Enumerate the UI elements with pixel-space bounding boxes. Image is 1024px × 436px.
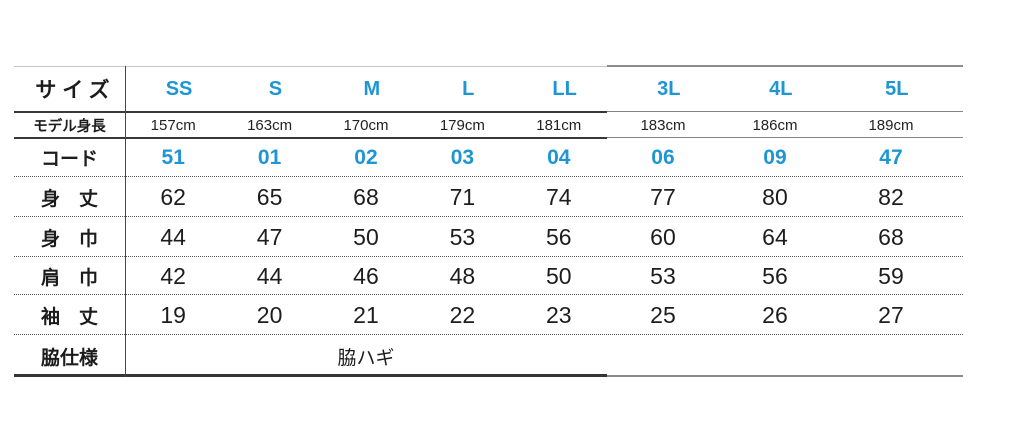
size-header-row: サイズ SS S M L LL 3L 4L 5L (14, 66, 963, 112)
body-width-value: 64 (762, 223, 788, 250)
sleeve-length-value: 25 (650, 301, 676, 328)
code-label: コード (40, 149, 98, 170)
body-length-value: 77 (650, 183, 676, 210)
size-col-ll: LL (552, 77, 577, 100)
size-col-l: L (462, 77, 475, 100)
body-length-value: 65 (256, 183, 283, 210)
size-col-3l: 3L (657, 77, 681, 100)
size-col-ss: SS (165, 77, 193, 100)
code-value: 01 (257, 145, 282, 169)
corner-label: サイズ (35, 79, 116, 102)
code-value: 47 (879, 145, 903, 169)
sleeve-length-value: 23 (545, 301, 572, 328)
body-width-value: 47 (256, 223, 283, 250)
sleeve-length-value: 26 (762, 301, 788, 328)
dotted-separator (14, 216, 963, 217)
size-col-4l: 4L (769, 77, 793, 100)
model-height-value: 179cm (439, 116, 485, 134)
model-height-label: モデル身長 (33, 118, 106, 135)
bottom-border-right (607, 374, 963, 377)
sleeve-length-value: 27 (878, 301, 904, 328)
body-length-row: 身 丈 62 65 68 71 74 77 80 82 (14, 177, 963, 217)
body-length-value: 80 (762, 183, 788, 210)
size-col-m: M (363, 77, 381, 100)
shoulder-width-value: 56 (762, 262, 788, 289)
body-width-value: 56 (545, 223, 572, 250)
dotted-separator (14, 294, 963, 295)
model-height-value: 170cm (343, 116, 389, 134)
sleeve-length-row: 袖 丈 19 20 21 22 23 25 26 27 (14, 295, 963, 335)
body-length-value: 82 (878, 183, 904, 210)
model-height-row: モデル身長 157cm 163cm 170cm 179cm 181cm 183c… (14, 112, 963, 138)
body-length-value: 71 (449, 183, 476, 210)
body-width-value: 44 (160, 223, 186, 250)
dotted-separator (14, 256, 963, 257)
header-border-right (607, 110, 963, 112)
body-length-value: 68 (353, 183, 379, 210)
code-value: 09 (763, 145, 787, 169)
body-length-value: 62 (160, 183, 186, 210)
shoulder-width-value: 42 (160, 262, 186, 289)
shoulder-width-value: 48 (449, 262, 476, 289)
body-width-value: 60 (650, 223, 676, 250)
body-width-value: 68 (878, 223, 904, 250)
model-height-value: 163cm (247, 116, 293, 134)
body-width-label: 身 巾 (40, 228, 98, 250)
header-border-left (14, 110, 607, 113)
top-border-left (14, 66, 607, 67)
sleeve-length-label: 袖 丈 (40, 306, 98, 328)
code-value: 06 (651, 145, 675, 169)
code-value: 02 (354, 145, 378, 169)
top-border-right (607, 65, 963, 67)
size-chart-table: サイズ SS S M L LL 3L 4L 5L モデル身長 157cm 163… (14, 65, 963, 377)
shoulder-width-value: 44 (256, 262, 283, 289)
shoulder-width-value: 46 (353, 262, 379, 289)
code-row: コード 51 01 02 03 04 06 09 47 (14, 138, 963, 177)
code-value: 04 (547, 145, 571, 169)
sleeve-length-value: 22 (449, 301, 476, 328)
model-border-left (14, 136, 607, 139)
code-value: 03 (450, 145, 475, 169)
body-width-value: 50 (353, 223, 379, 250)
side-spec-value: 脇ハギ (337, 347, 395, 369)
side-spec-label: 脇仕様 (40, 347, 98, 369)
label-column-divider (124, 66, 127, 377)
body-length-label: 身 丈 (40, 188, 98, 210)
sleeve-length-value: 21 (353, 301, 379, 328)
body-width-value: 53 (449, 223, 476, 250)
shoulder-width-row: 肩 巾 42 44 46 48 50 53 56 59 (14, 257, 963, 295)
size-col-5l: 5L (885, 77, 909, 100)
code-value: 51 (161, 145, 185, 169)
sleeve-length-value: 19 (160, 301, 186, 328)
model-height-value: 181cm (536, 116, 582, 134)
model-border-right (607, 136, 963, 138)
dotted-separator (14, 334, 963, 335)
body-length-value: 74 (545, 183, 572, 210)
shoulder-width-value: 50 (545, 262, 572, 289)
shoulder-width-label: 肩 巾 (40, 267, 98, 289)
model-height-value: 157cm (150, 116, 196, 134)
shoulder-width-value: 59 (878, 262, 904, 289)
model-height-value: 186cm (752, 116, 798, 134)
model-height-value: 189cm (868, 116, 914, 134)
body-width-row: 身 巾 44 47 50 53 56 60 64 68 (14, 217, 963, 257)
side-spec-row: 脇仕様 脇ハギ (14, 335, 963, 377)
sleeve-length-value: 20 (256, 301, 283, 328)
shoulder-width-value: 53 (650, 262, 676, 289)
bottom-border-left (14, 374, 607, 377)
dotted-separator (14, 176, 963, 177)
size-col-s: S (268, 77, 283, 100)
model-height-value: 183cm (640, 116, 686, 134)
